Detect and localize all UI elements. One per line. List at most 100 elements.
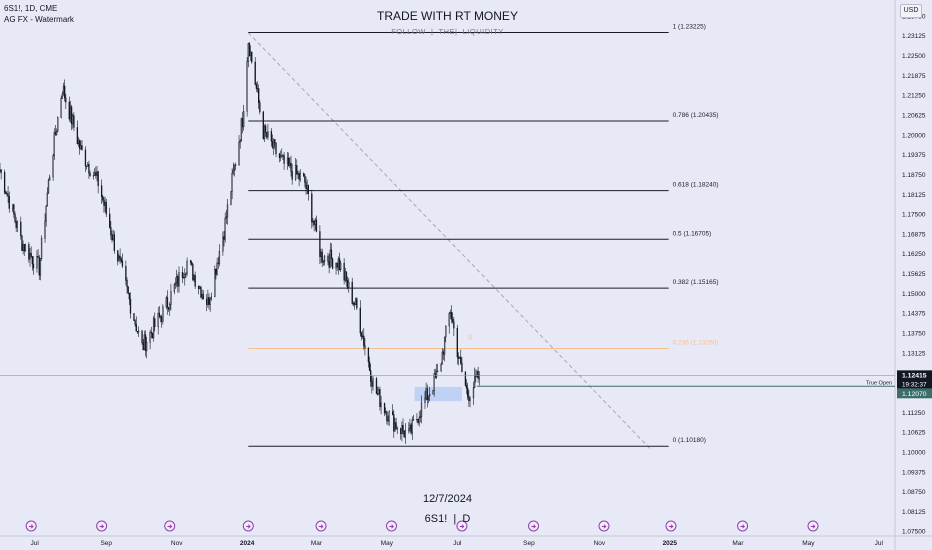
- event-marker-icon[interactable]: [456, 520, 468, 532]
- candle: [445, 325, 447, 343]
- symbol-info[interactable]: 6S1!, 1D, CME: [4, 4, 58, 13]
- candle: [427, 395, 430, 404]
- candle: [8, 191, 10, 213]
- candle: [29, 248, 31, 267]
- candle: [297, 170, 299, 179]
- candle: [396, 426, 398, 435]
- y-tick-label: 1.18125: [902, 192, 926, 199]
- currency-button[interactable]: USD: [900, 4, 922, 18]
- y-tick-label: 1.19375: [902, 152, 926, 159]
- candle: [73, 112, 75, 132]
- y-tick-label: 1.09375: [902, 469, 926, 476]
- candle: [184, 268, 186, 286]
- candle: [247, 42, 249, 68]
- candle: [161, 314, 163, 328]
- candle: [313, 219, 315, 232]
- candle: [402, 418, 404, 435]
- candle: [271, 134, 274, 150]
- candle: [327, 252, 329, 266]
- event-marker-icon[interactable]: [96, 520, 108, 532]
- event-marker-icon[interactable]: [385, 520, 397, 532]
- candle: [225, 210, 227, 224]
- candle: [404, 423, 406, 444]
- candle: [176, 269, 178, 288]
- candle: [28, 242, 30, 263]
- candle: [298, 170, 300, 187]
- candle: [167, 306, 170, 312]
- x-tick-label: 2024: [240, 540, 255, 547]
- candle: [456, 324, 458, 365]
- y-tick-label: 1.16250: [902, 251, 926, 258]
- candle: [96, 166, 98, 182]
- candle: [458, 356, 461, 359]
- candle: [152, 315, 155, 342]
- y-tick-label: 1.13125: [902, 350, 926, 357]
- candle: [299, 169, 301, 182]
- candle: [387, 415, 389, 426]
- y-tick-label: 1.22500: [902, 53, 926, 60]
- candle: [20, 216, 22, 240]
- candle: [77, 136, 80, 148]
- candle: [315, 215, 318, 233]
- candle: [270, 128, 273, 147]
- event-marker-icon[interactable]: [242, 520, 254, 532]
- candle: [428, 386, 431, 402]
- candle: [55, 128, 58, 136]
- candle: [232, 162, 234, 176]
- fib-level-label: 0.5 (1.16705): [673, 230, 712, 237]
- x-tick-label: Jul: [30, 540, 39, 547]
- event-marker-icon[interactable]: [315, 520, 327, 532]
- candle: [174, 277, 177, 289]
- candle: [441, 347, 443, 365]
- candle: [112, 229, 114, 241]
- candle: [278, 152, 281, 163]
- trend-line[interactable]: [247, 32, 651, 450]
- candle: [320, 248, 322, 264]
- candle: [162, 304, 164, 325]
- candle: [281, 148, 283, 158]
- event-marker-icon[interactable]: [598, 520, 610, 532]
- y-tick-label: 1.08125: [902, 509, 926, 516]
- event-marker-icon[interactable]: [665, 520, 677, 532]
- candle: [72, 113, 74, 129]
- candle: [149, 329, 151, 350]
- event-marker-icon[interactable]: [25, 520, 37, 532]
- candle: [243, 104, 245, 131]
- event-marker-icon[interactable]: [528, 520, 540, 532]
- y-tick-label: 1.18750: [902, 172, 926, 179]
- candle: [217, 256, 219, 270]
- y-tick-label: 1.15000: [902, 291, 926, 298]
- x-tick-label: Mar: [311, 540, 323, 547]
- candle: [46, 187, 48, 207]
- x-tick-label: Nov: [594, 540, 606, 547]
- event-marker-icon[interactable]: [737, 520, 749, 532]
- candle: [177, 274, 179, 293]
- candle: [259, 100, 261, 115]
- candle: [433, 369, 435, 397]
- candle: [191, 260, 193, 267]
- candle: [70, 104, 73, 131]
- candle: [426, 384, 428, 408]
- y-tick-label: 1.07500: [902, 529, 926, 536]
- candle: [240, 117, 243, 142]
- candle: [127, 286, 129, 295]
- candle: [274, 138, 276, 150]
- candle: [416, 413, 418, 423]
- candle: [273, 138, 275, 156]
- candle: [182, 272, 185, 279]
- candle: [400, 427, 402, 440]
- candle: [475, 369, 477, 383]
- event-marker-icon[interactable]: [807, 520, 819, 532]
- candle: [120, 256, 122, 263]
- y-tick-label: 1.13750: [902, 331, 926, 338]
- candle: [251, 51, 253, 64]
- price-axis-panel[interactable]: [895, 0, 932, 550]
- candle: [367, 347, 370, 368]
- candle: [360, 331, 363, 341]
- event-marker-icon[interactable]: [164, 520, 176, 532]
- candle: [85, 165, 88, 170]
- candle: [7, 186, 9, 203]
- x-tick-label: Jul: [875, 540, 884, 547]
- candle: [442, 349, 445, 360]
